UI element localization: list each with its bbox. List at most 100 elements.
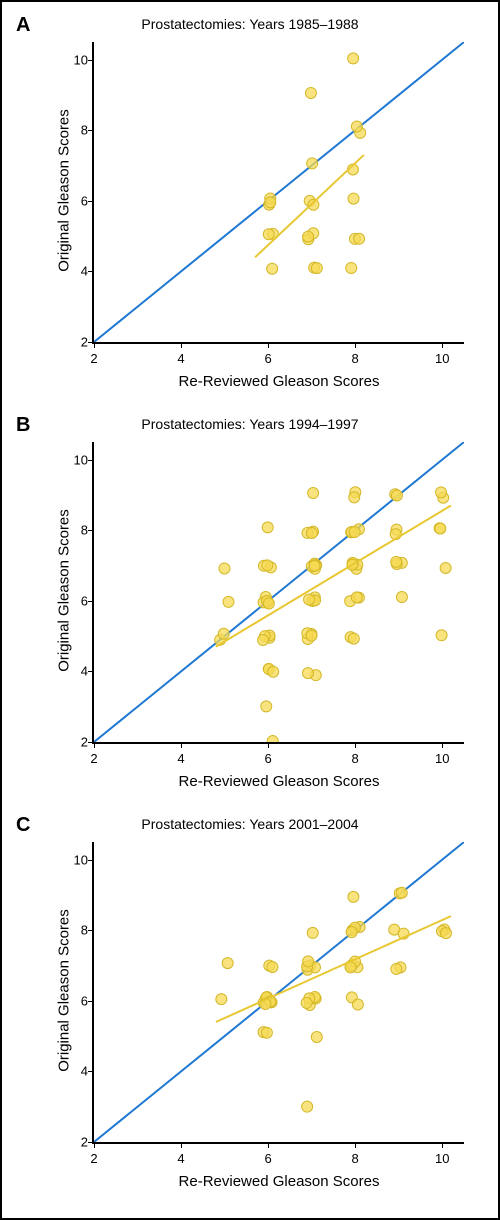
data-point [302, 1101, 313, 1112]
panel-c: C Prostatectomies: Years 2001–2004 Re-Re… [2, 802, 498, 1202]
data-point [346, 927, 357, 938]
data-point [219, 563, 230, 574]
x-tick-label: 10 [435, 1151, 449, 1166]
data-point [303, 231, 314, 242]
x-tick [94, 1142, 95, 1148]
data-point [307, 158, 318, 169]
x-tick [442, 742, 443, 748]
data-point [435, 523, 446, 534]
x-tick-label: 8 [352, 1151, 359, 1166]
data-point [391, 490, 402, 501]
data-point [268, 666, 279, 677]
data-point [302, 668, 313, 679]
y-tick-label: 10 [68, 52, 88, 67]
data-point [391, 556, 402, 567]
panel-b-title: Prostatectomies: Years 1994–1997 [2, 416, 498, 432]
y-tick [88, 342, 94, 343]
data-point [396, 592, 407, 603]
x-tick-label: 10 [435, 751, 449, 766]
plot-svg [94, 42, 464, 342]
panel-c-ylabel: Original Gleason Scores [56, 891, 73, 1091]
data-point [301, 997, 312, 1008]
x-tick [268, 1142, 269, 1148]
data-point [348, 891, 359, 902]
y-tick-label: 2 [68, 1135, 88, 1150]
data-point [351, 592, 362, 603]
data-point [216, 994, 227, 1005]
plot-svg [94, 842, 464, 1142]
x-tick-label: 8 [352, 751, 359, 766]
data-point [391, 963, 402, 974]
x-tick-label: 4 [177, 1151, 184, 1166]
data-point [346, 262, 357, 273]
y-tick-label: 2 [68, 735, 88, 750]
data-point [311, 1032, 322, 1043]
x-tick-label: 10 [435, 351, 449, 366]
data-point [261, 701, 272, 712]
data-point [303, 956, 314, 967]
data-point [348, 633, 359, 644]
plot-svg [94, 442, 464, 742]
x-tick-label: 6 [264, 351, 271, 366]
x-tick [268, 742, 269, 748]
x-tick [268, 342, 269, 348]
x-tick-label: 2 [90, 1151, 97, 1166]
x-tick-label: 4 [177, 751, 184, 766]
data-point [348, 193, 359, 204]
y-tick-label: 10 [68, 452, 88, 467]
data-point [305, 87, 316, 98]
panel-a-ylabel: Original Gleason Scores [56, 91, 73, 291]
data-point [308, 488, 319, 499]
data-point [306, 528, 317, 539]
x-tick [442, 342, 443, 348]
y-tick-label: 6 [68, 993, 88, 1008]
y-tick-label: 8 [68, 523, 88, 538]
panel-c-plot: Re-Reviewed Gleason Scores Original Glea… [92, 842, 464, 1144]
data-point [349, 492, 360, 503]
x-tick [94, 742, 95, 748]
data-point [262, 522, 273, 533]
fit-line [216, 506, 451, 647]
data-point [223, 596, 234, 607]
y-tick-label: 8 [68, 123, 88, 138]
data-point [263, 598, 274, 609]
panel-b-ylabel: Original Gleason Scores [56, 491, 73, 691]
y-tick-label: 10 [68, 852, 88, 867]
data-point [218, 628, 229, 639]
x-tick-label: 4 [177, 351, 184, 366]
data-point [349, 527, 360, 538]
data-point [440, 562, 451, 573]
identity-line [94, 842, 464, 1142]
x-tick [181, 342, 182, 348]
x-tick [355, 342, 356, 348]
y-tick [88, 1142, 94, 1143]
x-tick [94, 342, 95, 348]
fit-line [216, 916, 451, 1022]
x-tick-label: 2 [90, 351, 97, 366]
data-point [311, 263, 322, 274]
panel-a-xlabel: Re-Reviewed Gleason Scores [94, 373, 464, 390]
data-point [267, 961, 278, 972]
panel-a: A Prostatectomies: Years 1985–1988 Re-Re… [2, 2, 498, 402]
data-point [354, 233, 365, 244]
data-point [261, 1027, 272, 1038]
y-tick-label: 4 [68, 1064, 88, 1079]
x-tick [181, 1142, 182, 1148]
panel-a-plot: Re-Reviewed Gleason Scores Original Glea… [92, 42, 464, 344]
x-tick [355, 742, 356, 748]
y-tick-label: 4 [68, 264, 88, 279]
data-point [348, 53, 359, 64]
y-tick-label: 6 [68, 193, 88, 208]
x-tick-label: 6 [264, 1151, 271, 1166]
data-point [222, 958, 233, 969]
data-point [267, 263, 278, 274]
panel-a-title: Prostatectomies: Years 1985–1988 [2, 16, 498, 32]
data-point [436, 487, 447, 498]
data-point [265, 197, 276, 208]
data-point [262, 560, 273, 571]
data-point [304, 594, 315, 605]
data-point [306, 630, 317, 641]
data-point [440, 928, 451, 939]
y-tick [88, 742, 94, 743]
x-tick [181, 742, 182, 748]
